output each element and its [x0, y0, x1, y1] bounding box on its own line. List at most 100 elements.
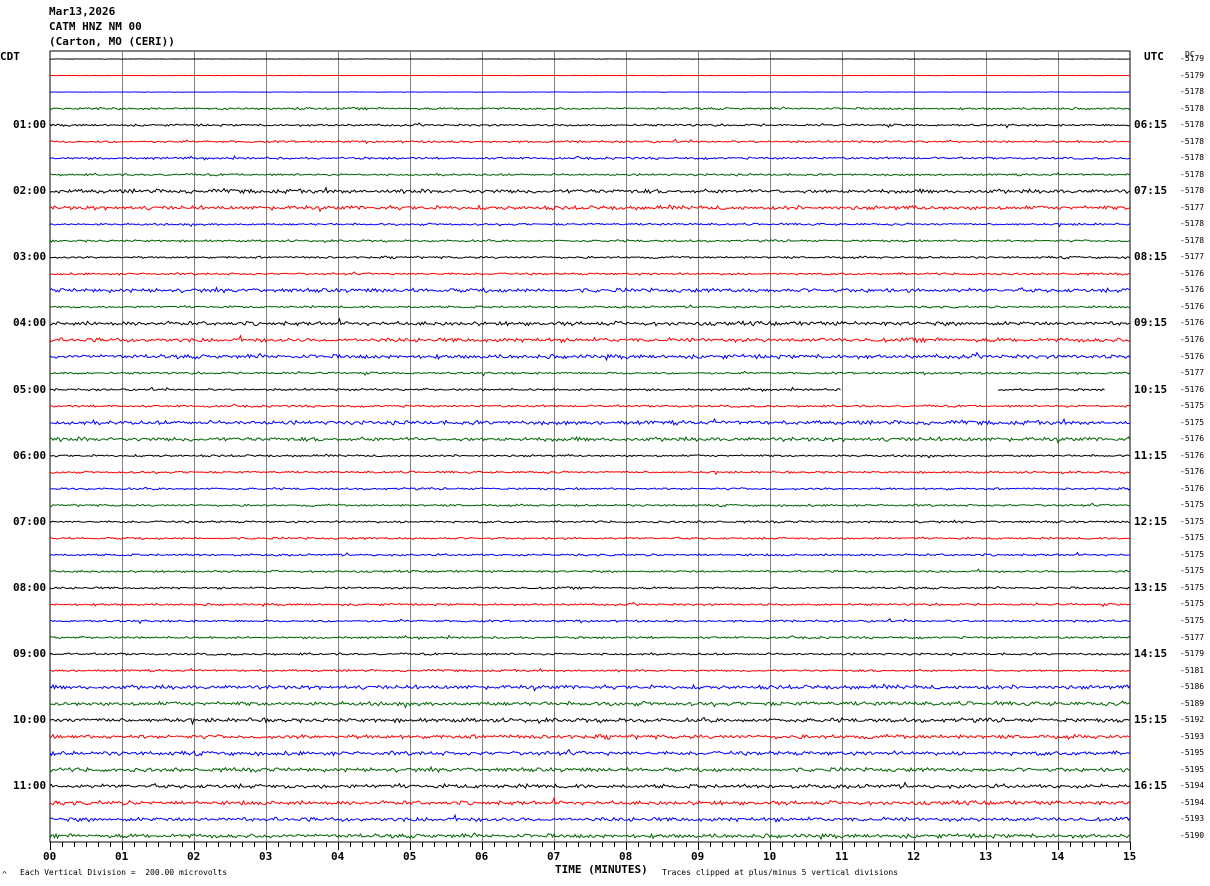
seismic-trace [49, 417, 1131, 426]
dc-offset-label: -5176 [1180, 450, 1205, 460]
dc-offset-label: -5178 [1180, 219, 1205, 229]
seismic-trace [49, 683, 1131, 692]
cdt-hour-label: 02:00 [13, 184, 47, 198]
plot-frame [49, 50, 1131, 843]
utc-hour-label: 12:15 [1134, 514, 1168, 528]
seismic-trace [49, 634, 1131, 641]
dc-offset-label: -5175 [1180, 582, 1205, 592]
seismic-trace [49, 304, 1131, 309]
seismic-trace [49, 667, 1131, 673]
seismic-trace [49, 222, 1131, 228]
seismic-trace [49, 317, 1131, 327]
station-location: (Carton, MO (CERI)) [49, 35, 175, 48]
cdt-hour-label: 11:00 [13, 779, 47, 793]
seismic-trace [49, 106, 1131, 111]
dc-offset-label: -5175 [1180, 417, 1205, 427]
seismic-trace [49, 551, 1131, 557]
dc-offset-label: -5194 [1180, 781, 1205, 791]
dc-offset-label: -5178 [1180, 87, 1205, 97]
minute-tick-label: 02 [187, 850, 201, 863]
dc-offset-label: -5175 [1180, 616, 1205, 626]
dc-offset-label: -5178 [1180, 169, 1205, 179]
dc-offset-label: -5179 [1180, 54, 1205, 63]
dc-offset-label: -5176 [1180, 434, 1205, 444]
utc-hour-label: 07:15 [1134, 184, 1168, 198]
dc-offset-label: -5178 [1180, 103, 1205, 113]
dc-offset-label: -5175 [1180, 549, 1205, 559]
seismic-trace [49, 601, 1131, 608]
seismic-trace [49, 470, 1131, 476]
seismic-trace [49, 618, 1131, 625]
dc-offset-label: -5190 [1180, 830, 1205, 840]
dc-offset-label: -5176 [1180, 483, 1205, 493]
right-axis-label: UTC [1144, 50, 1164, 63]
utc-hour-label: 13:15 [1134, 580, 1168, 594]
clip-note: Traces clipped at plus/minus 5 vertical … [662, 868, 899, 877]
minute-tick-label: 04 [331, 850, 345, 863]
utc-hour-label: 08:15 [1134, 250, 1168, 264]
seismic-trace [49, 286, 1131, 294]
utc-hour-label: 16:15 [1134, 779, 1168, 793]
seismic-trace [49, 585, 1131, 591]
seismic-trace [49, 716, 1131, 726]
plot-date: Mar13,2026 [49, 5, 116, 18]
dc-offset-label: -5178 [1180, 235, 1205, 245]
seismic-trace [49, 765, 1131, 774]
cdt-hour-label: 09:00 [13, 647, 47, 661]
dc-offset-label: -5176 [1180, 335, 1205, 344]
dc-offset-label: -5179 [1180, 70, 1205, 80]
dc-offset-label: -5176 [1180, 285, 1205, 295]
seismic-trace [50, 387, 1130, 391]
seismic-trace [49, 204, 1131, 213]
trace-group [49, 58, 1131, 841]
dc-offset-label: -5178 [1180, 186, 1205, 196]
seismic-trace [49, 748, 1131, 757]
dc-offset-label: -5175 [1180, 401, 1205, 411]
corner-mark: ^ [2, 870, 7, 879]
seismic-trace [49, 122, 1131, 129]
minute-tick-label: 00 [43, 850, 57, 863]
seismic-trace [49, 155, 1131, 161]
dc-offset-label: -5178 [1180, 120, 1205, 130]
utc-hour-label: 09:15 [1134, 316, 1168, 330]
cdt-hour-label: 08:00 [13, 580, 47, 594]
utc-hour-label: 11:15 [1134, 448, 1168, 462]
seismic-trace [49, 652, 1131, 656]
dc-offset-label: -5176 [1180, 301, 1205, 311]
utc-hour-label: 14:15 [1134, 647, 1168, 661]
station-code: CATM HNZ NM 00 [49, 20, 142, 33]
seismic-trace [49, 519, 1131, 524]
cdt-hour-label: 04:00 [13, 316, 47, 330]
dc-offset-label: -5175 [1180, 599, 1205, 609]
seismic-trace [49, 186, 1131, 195]
dc-offset-label: -5176 [1180, 467, 1205, 477]
minute-tick-label: 09 [691, 850, 705, 863]
dc-offset-label: -5179 [1180, 649, 1205, 659]
x-axis-ticks [50, 842, 1131, 850]
minute-tick-label: 06 [475, 850, 489, 863]
seismic-trace [49, 172, 1131, 177]
cdt-hour-label: 06:00 [13, 448, 47, 462]
minute-tick-label: 05 [403, 850, 417, 863]
dc-offset-label: -5195 [1180, 748, 1205, 758]
dc-offset-label: -5176 [1180, 318, 1205, 328]
seismic-trace [49, 138, 1131, 145]
dc-label: DC [1185, 50, 1195, 59]
dc-offset-label: -5193 [1180, 731, 1205, 741]
minute-tick-label: 11 [835, 850, 849, 863]
minute-tick-label: 15 [1123, 850, 1137, 863]
seismic-trace [49, 486, 1131, 491]
dc-offset-label: -5176 [1180, 351, 1205, 361]
seismic-trace [49, 832, 1131, 841]
cdt-hour-label: 05:00 [13, 382, 47, 396]
dc-offset-label: -5178 [1180, 153, 1205, 163]
minute-tick-label: 10 [763, 850, 777, 863]
minute-tick-label: 07 [547, 850, 561, 863]
seismic-trace [49, 813, 1131, 823]
utc-hour-label: 15:15 [1134, 713, 1168, 727]
grid-lines [49, 50, 1131, 843]
seismic-trace [49, 403, 1131, 409]
cdt-hour-label: 10:00 [13, 713, 47, 727]
dc-offset-label: -5177 [1180, 252, 1205, 262]
